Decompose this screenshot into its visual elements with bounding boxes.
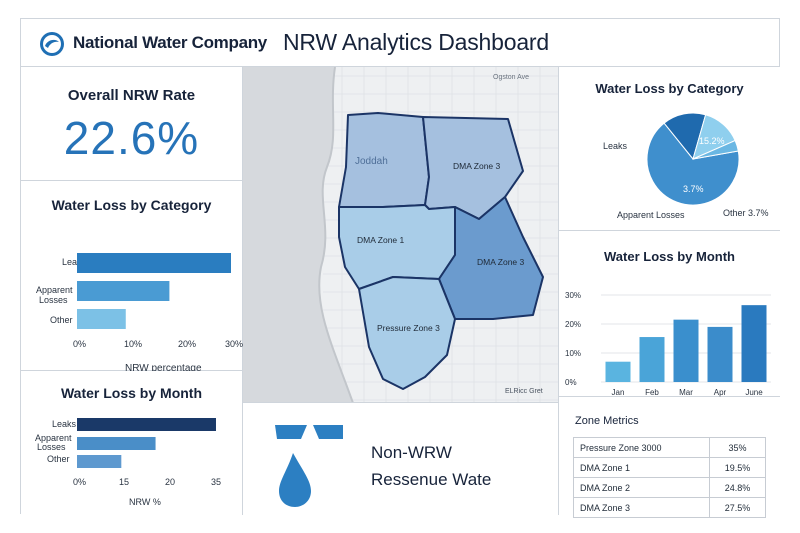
category-pie-plot [646,112,740,206]
zone-name: Pressure Zone 3000 [573,437,710,458]
map-label-dma-zone-1: DMA Zone 1 [357,235,405,245]
month-y-tick-0: 30% [565,291,581,300]
category-bar-chart-card[interactable]: Water Loss by Category Leaks Apparent Lo… [21,181,244,374]
month-left-bar-plot [77,418,216,468]
zone-metrics-table: Pressure Zone 3000 35% DMA Zone 1 19.5% DM… [573,437,766,518]
category-tick-0: 0% [73,339,87,349]
month-left-tick-35: 35 [211,477,222,487]
water-drop-icon [275,425,343,507]
month-x-tick-0: Jan [612,388,625,397]
month-y-tick-1: 20% [565,320,581,329]
category-bar-chart-title: Water Loss by Category [51,197,212,213]
map-label-dma-zone-3-east: DMA Zone 3 [477,257,525,267]
category-bar-plot [77,253,231,329]
nrw-legend-line-2: Ressenue Wate [371,470,492,489]
pie-label-other: Other 3.7% [723,208,769,218]
month-bar-3 [707,326,733,382]
category-label-other: Other [50,315,73,325]
zone-value: 27.5% [709,497,766,518]
category-bar-1 [77,281,170,301]
nrw-rate-title: Overall NRW Rate [67,87,196,104]
pie-label-3-7: 3.7% [683,184,704,194]
month-left-label-other: Other [47,454,70,464]
month-y-tick-2: 10% [565,349,581,358]
month-left-tick-15: 15 [119,477,130,487]
pie-slice-0 [646,122,740,206]
month-left-bar-0 [77,418,216,431]
month-bar-2 [673,319,699,382]
map-zone-pressure-3[interactable] [358,276,456,390]
zone-metrics-card: Zone Metrics Pressure Zone 3000 35% DMA Z… [559,397,780,518]
zone-metrics-title: Zone Metrics [575,415,639,427]
pie-slice-3 [692,139,739,160]
month-bar-0 [605,361,631,382]
month-left-label-losses: Losses [37,442,66,452]
nrw-legend-card: Non-WRW Ressenue Wate [243,403,559,515]
category-label-apparent: Apparent [36,285,73,295]
month-left-tick-0: 0% [73,477,87,487]
month-bar-plot: 30% 20% 10% 0% Jan Feb Mar Apr June [565,291,771,397]
map-water-area [243,67,353,402]
month-left-label-apparent: Apparent [35,433,72,443]
zone-value: 35% [709,437,766,458]
map-label-dma-zone-3-north: DMA Zone 3 [453,161,501,171]
month-bar-chart-left-title: Water Loss by Month [60,385,203,401]
map-attribution: ELRicc Gret [505,388,543,395]
table-row[interactable]: DMA Zone 3 27.5% [573,497,766,518]
month-x-tick-3: Apr [714,388,727,397]
map-coastline [318,67,354,402]
category-tick-20: 20% [178,339,197,349]
zone-map[interactable]: Ogston Ave Joddah DMA Zone 3 DMA Zone 1 … [243,67,559,403]
month-bar-chart-title: Water Loss by Month [604,249,735,264]
pie-chart-title: Water Loss by Category [595,81,744,96]
month-left-x-axis-label: NRW % [129,497,161,507]
map-label-joddah: Joddah [355,156,388,167]
month-bar-chart-card[interactable]: Water Loss by Month 30% 20% 10% 0% Jan Feb Mar… [559,231,780,397]
month-x-tick-4: June [745,388,763,397]
header: National Water Company NRW Analytics Das… [21,19,779,67]
zone-value: 24.8% [709,477,766,498]
category-tick-30: 30% [225,339,244,349]
nrw-rate-card[interactable]: Overall NRW Rate 22.6% [21,67,243,181]
category-pie-chart-card[interactable]: Water Loss by Category Leaks 15.2% 3.7% … [559,67,780,231]
map-street-label: Ogston Ave [493,74,529,81]
nrw-rate-value: 22.6% [63,112,200,164]
month-x-tick-2: Mar [679,388,693,397]
table-row[interactable]: Pressure Zone 3000 35% [573,437,766,458]
zone-name: DMA Zone 3 [573,497,710,518]
month-left-bar-2 [77,455,122,468]
zone-name: DMA Zone 2 [573,477,710,498]
category-tick-10: 10% [124,339,143,349]
month-y-tick-3: 0% [565,378,577,387]
month-left-bar-1 [77,437,156,450]
month-left-tick-20: 20 [165,477,176,487]
category-bar-2 [77,309,126,329]
page-title: NRW Analytics Dashboard [283,29,549,55]
month-bar-1 [639,337,665,382]
dashboard-frame: National Water Company NRW Analytics Das… [20,18,780,518]
month-left-label-leaks: Leaks [52,419,77,429]
nrw-legend-line-1: Non-WRW [371,443,452,462]
table-row[interactable]: DMA Zone 2 24.8% [573,477,766,498]
pie-label-leaks: Leaks [603,141,628,151]
map-zone-dma-3-east[interactable] [438,196,544,320]
category-x-axis-label: NRW percentage [125,363,202,374]
table-row[interactable]: DMA Zone 1 19.5% [573,457,766,478]
map-label-pressure-zone-3: Pressure Zone 3 [377,323,440,333]
nrw-legend-text: Non-WRW Ressenue Wate [371,439,491,493]
pie-label-15-2: 15.2% [699,136,725,146]
company-name: National Water Company [73,33,267,52]
month-x-tick-1: Feb [645,388,659,397]
category-label-leaks: Leaks [62,257,87,267]
company-logo-icon [40,32,64,56]
zone-map-canvas: Ogston Ave Joddah DMA Zone 3 DMA Zone 1 … [243,67,558,402]
month-bar-4 [741,305,767,382]
zone-value: 19.5% [709,457,766,478]
zone-name: DMA Zone 1 [573,457,710,478]
pie-label-apparent-losses: Apparent Losses [617,210,685,220]
category-bar-0 [77,253,231,273]
category-label-losses: Losses [39,295,68,305]
month-bar-chart-left-card[interactable]: Water Loss by Month Leaks Apparent Losse… [21,371,243,515]
